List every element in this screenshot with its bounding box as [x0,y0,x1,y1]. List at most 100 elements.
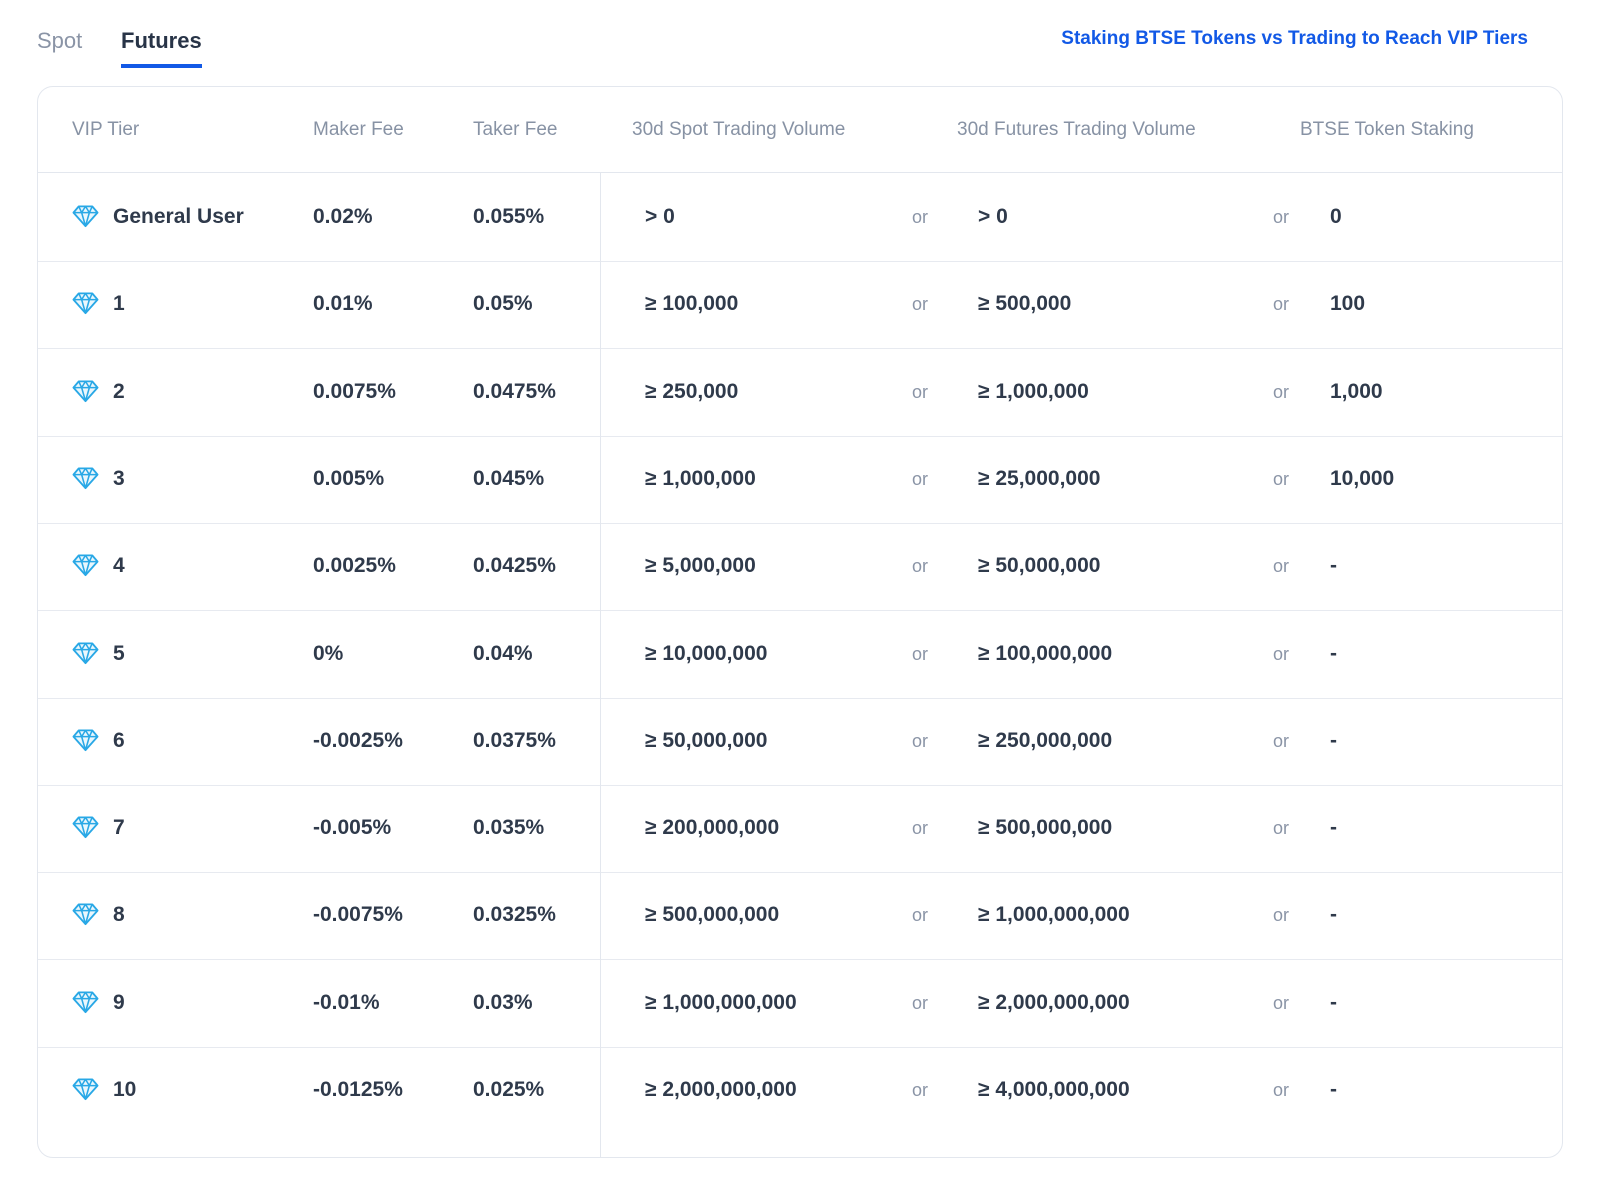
diamond-icon [72,990,99,1014]
futures-volume: ≥ 1,000,000 [978,379,1089,403]
taker-fee: 0.0425% [473,554,556,578]
or-label: or [912,818,929,839]
or-label: or [1273,1080,1290,1100]
column-divider [600,173,601,1157]
taker-fee: 0.0375% [473,728,556,752]
token-staking: - [1330,990,1337,1014]
or-label: or [1273,730,1290,751]
spot-volume: ≥ 2,000,000,000 [645,1078,797,1101]
or-label: or [1273,992,1290,1013]
diamond-icon [72,1077,99,1101]
or-label: or [912,1080,929,1100]
header-maker-fee: Maker Fee [313,119,404,140]
or-label: or [912,992,929,1013]
table-row: General User 0.02% 0.055% > 0 or > 0 or 0 [38,173,1562,262]
table-row: 8 -0.0075% 0.0325% ≥ 500,000,000 or ≥ 1,000,0… [38,871,1562,961]
taker-fee: 0.055% [473,205,545,228]
table-row: 1 0.01% 0.05% ≥ 100,000 or ≥ 500,000 or 100 [38,260,1562,350]
taker-fee: 0.025% [473,1078,545,1101]
tier-name: 6 [113,728,125,752]
header-spot-volume: 30d Spot Trading Volume [632,119,846,140]
diamond-icon [72,291,99,315]
token-staking: - [1330,816,1337,840]
diamond-icon [72,902,99,926]
header-futures-volume: 30d Futures Trading Volume [957,119,1196,140]
or-label: or [912,207,929,227]
maker-fee: 0.0025% [313,554,396,578]
diamond-icon [72,466,99,490]
tier-name: 7 [113,816,125,840]
header-token-staking: BTSE Token Staking [1300,119,1474,140]
tier-name: 2 [113,379,125,403]
table-row: 6 -0.0025% 0.0375% ≥ 50,000,000 or ≥ 250,000,… [38,697,1562,786]
spot-volume: > 0 [645,205,675,228]
or-label: or [912,643,929,664]
vip-fee-table: VIP Tier Maker Fee Taker Fee 30d Spot Tr… [37,86,1563,1158]
diamond-icon [72,553,99,577]
spot-volume: ≥ 1,000,000,000 [645,990,797,1014]
maker-fee: 0.01% [313,292,373,316]
or-label: or [912,730,929,751]
table-row: 3 0.005% 0.045% ≥ 1,000,000 or ≥ 25,000,000 or… [38,435,1562,524]
taker-fee: 0.03% [473,990,533,1014]
spot-volume: ≥ 200,000,000 [645,816,780,840]
table-row: 4 0.0025% 0.0425% ≥ 5,000,000 or ≥ 50,000,000… [38,522,1562,612]
spot-volume: ≥ 250,000 [645,379,739,403]
maker-fee: -0.0075% [313,903,403,927]
futures-volume: ≥ 2,000,000,000 [978,990,1130,1014]
diamond-icon [72,641,99,665]
or-label: or [1273,643,1290,664]
tier-name: 8 [113,903,125,927]
staking-vs-trading-link[interactable]: Staking BTSE Tokens vs Trading to Reach … [1061,28,1528,49]
token-staking: 0 [1330,205,1342,228]
table-row: 5 0% 0.04% ≥ 10,000,000 or ≥ 100,000,000 or - [38,610,1562,699]
tier-name: General User [113,205,244,228]
maker-fee: 0.0075% [313,379,396,403]
futures-volume: ≥ 50,000,000 [978,554,1101,578]
diamond-icon [72,728,99,752]
maker-fee: 0.005% [313,466,385,490]
token-staking: - [1330,1078,1337,1101]
table-row: 7 -0.005% 0.035% ≥ 200,000,000 or ≥ 500,000,0… [38,784,1562,874]
futures-volume: ≥ 500,000,000 [978,816,1113,840]
maker-fee: -0.0125% [313,1078,403,1101]
tab-futures[interactable]: Futures [121,28,202,68]
token-staking: - [1330,554,1337,578]
taker-fee: 0.045% [473,466,545,490]
spot-volume: ≥ 10,000,000 [645,641,768,665]
or-label: or [1273,818,1290,839]
token-staking: - [1330,641,1337,665]
spot-volume: ≥ 5,000,000 [645,554,756,578]
or-label: or [912,905,929,926]
or-label: or [912,381,929,402]
token-staking: - [1330,903,1337,927]
spot-volume: ≥ 500,000,000 [645,903,780,927]
taker-fee: 0.035% [473,816,545,840]
token-staking: - [1330,728,1337,752]
or-label: or [1273,556,1290,577]
or-label: or [912,294,929,315]
table-header: VIP Tier Maker Fee Taker Fee 30d Spot Tr… [38,87,1562,173]
or-label: or [1273,381,1290,402]
or-label: or [1273,294,1290,315]
table-row: 10 -0.0125% 0.025% ≥ 2,000,000,000 or ≥ 4,000… [38,1046,1562,1135]
table-row: 9 -0.01% 0.03% ≥ 1,000,000,000 or ≥ 2,000,000… [38,959,1562,1048]
tier-name: 10 [113,1078,137,1101]
token-staking: 100 [1330,292,1366,316]
maker-fee: 0% [313,641,344,665]
or-label: or [1273,905,1290,926]
header-taker-fee: Taker Fee [473,119,558,140]
tier-name: 4 [113,554,125,578]
maker-fee: 0.02% [313,205,373,228]
diamond-icon [72,204,99,228]
maker-fee: -0.01% [313,990,380,1014]
or-label: or [912,468,929,489]
tier-name: 1 [113,292,125,316]
or-label: or [1273,468,1290,489]
tab-spot[interactable]: Spot [37,28,83,53]
tier-name: 5 [113,641,125,665]
spot-volume: ≥ 1,000,000 [645,466,756,490]
maker-fee: -0.005% [313,816,392,840]
token-staking: 1,000 [1330,379,1383,403]
futures-volume: ≥ 500,000 [978,292,1072,316]
